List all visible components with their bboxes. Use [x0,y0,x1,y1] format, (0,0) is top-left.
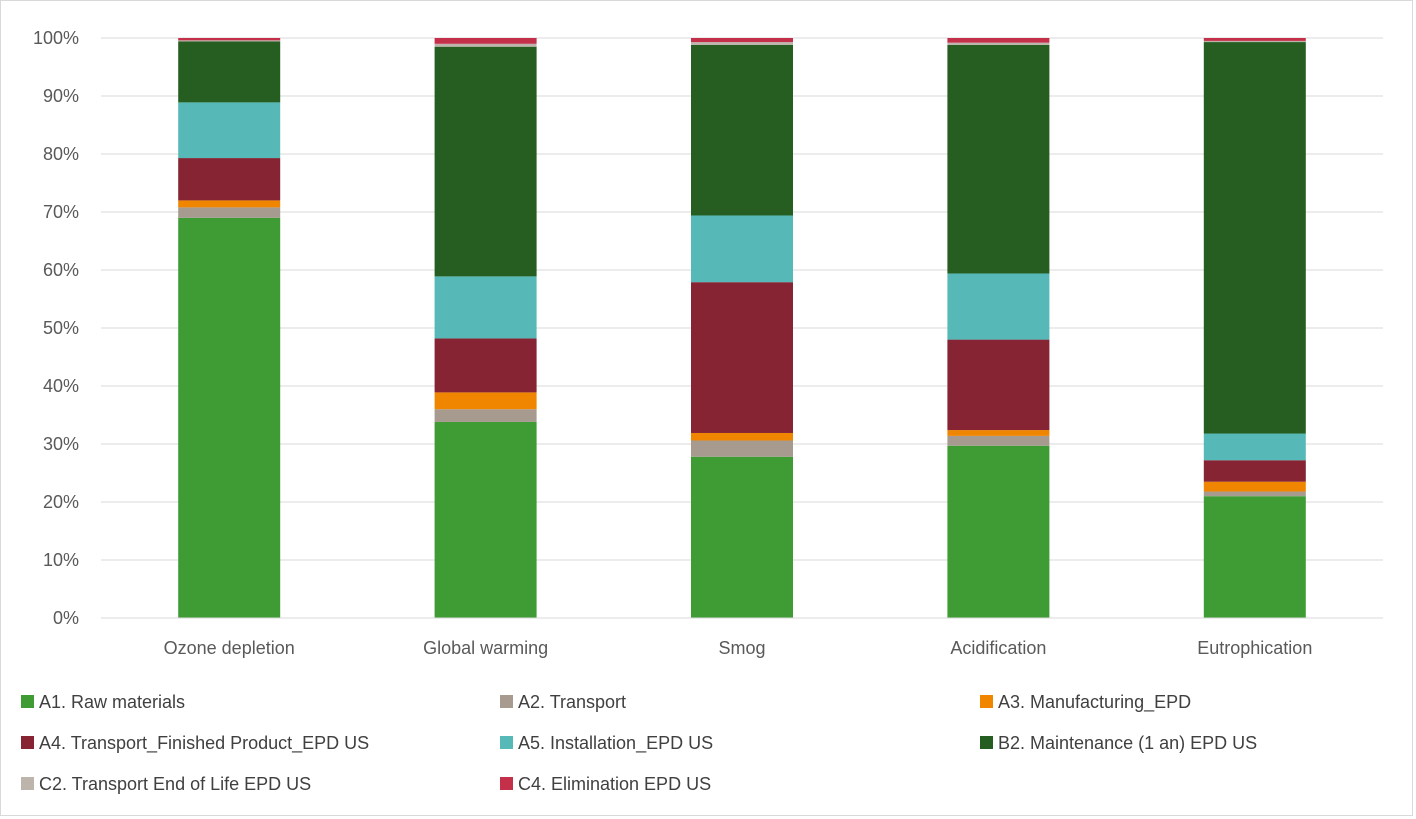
y-tick-label: 60% [43,260,79,280]
bar-segment [1203,38,1306,41]
y-tick-label: 80% [43,144,79,164]
bar-segment [178,200,281,208]
y-tick-label: 30% [43,434,79,454]
bar-stack-global-warming [434,38,537,618]
bar-segment [178,207,281,218]
x-tick-label: Acidification [950,638,1046,658]
bar-segment [178,40,281,42]
bar-segment [434,421,537,618]
legend-swatch [500,736,513,749]
bar-segment [691,432,793,441]
y-tick-label: 50% [43,318,79,338]
bar-segment [947,339,1050,431]
legend-item: A2. Transport [500,692,626,712]
legend-label: B2. Maintenance (1 an) EPD US [998,733,1257,753]
y-tick-label: 100% [33,28,79,48]
legend-swatch [21,736,34,749]
bar-segment [1203,460,1306,482]
bar-segment [691,282,793,433]
legend-swatch [980,736,993,749]
bar-segment [434,43,537,47]
legend-item: C2. Transport End of Life EPD US [21,774,311,794]
bar-segment [434,409,537,422]
legend-item: A5. Installation_EPD US [500,733,713,754]
bar-segment [947,42,1050,45]
bar-segment [178,102,281,159]
legend-swatch [21,695,34,708]
bar-stack-ozone-depletion [178,38,281,619]
legend-label: C4. Elimination EPD US [518,774,711,794]
legend-swatch [980,695,993,708]
y-tick-label: 10% [43,550,79,570]
bar-segment [691,38,793,43]
x-tick-label: Eutrophication [1197,638,1312,658]
bar-segment [1203,481,1306,492]
bar-segment [947,435,1050,446]
bar-stack-eutrophication [1203,38,1306,618]
y-tick-label: 40% [43,376,79,396]
legend-label: A3. Manufacturing_EPD [998,692,1191,713]
y-tick-label: 20% [43,492,79,512]
legend-label: A5. Installation_EPD US [518,733,713,754]
x-tick-label: Ozone depletion [164,638,295,658]
bar-segment [947,44,1050,274]
legend-item: A1. Raw materials [21,692,185,712]
bar-segment [434,392,537,410]
bar-segment [947,38,1050,43]
bar-segment [434,38,537,44]
legend-item: C4. Elimination EPD US [500,774,711,794]
legend-label: A4. Transport_Finished Product_EPD US [39,733,369,754]
bar-segment [1203,496,1306,618]
y-tick-label: 0% [53,608,79,628]
bar-segment [691,44,793,216]
legend-item: A4. Transport_Finished Product_EPD US [21,733,369,754]
legend-item: A3. Manufacturing_EPD [980,692,1191,713]
bar-segment [691,215,793,283]
bar-segment [434,276,537,339]
legend-label: A2. Transport [518,692,626,712]
bar-segment [691,440,793,457]
bar-segment [178,38,281,41]
bar-segment [1203,491,1306,497]
bar-segment [947,445,1050,618]
x-tick-label: Smog [718,638,765,658]
legend-label: A1. Raw materials [39,692,185,712]
axes: 0% 10% 20% 30% 40% 50% 60% 70% 80% 90% 100% Ozone d… [33,28,1383,658]
bar-segment [434,338,537,393]
bar-stack-smog [691,38,793,618]
bar-segment [434,46,537,277]
legend-swatch [500,777,513,790]
bar-segment [1203,433,1306,461]
y-tick-label: 90% [43,86,79,106]
bar-segment [691,42,793,45]
bar-segment [947,430,1050,436]
legend-label: C2. Transport End of Life EPD US [39,774,311,794]
legend-item: B2. Maintenance (1 an) EPD US [980,733,1257,753]
bar-segment [947,273,1050,340]
bar-segment [1203,42,1306,434]
bar-segment [178,158,281,201]
legend-swatch [500,695,513,708]
bar-segment [1203,40,1306,43]
legend-swatch [21,777,34,790]
bar-segment [691,456,793,618]
bar-segment [178,41,281,103]
x-tick-label: Global warming [423,638,548,658]
y-tick-label: 70% [43,202,79,222]
legend: A1. Raw materials A2. Transport A3. Manufa… [21,692,1257,794]
bar-stack-acidification [947,38,1050,618]
bar-segment [178,217,281,619]
bars [178,38,1306,619]
